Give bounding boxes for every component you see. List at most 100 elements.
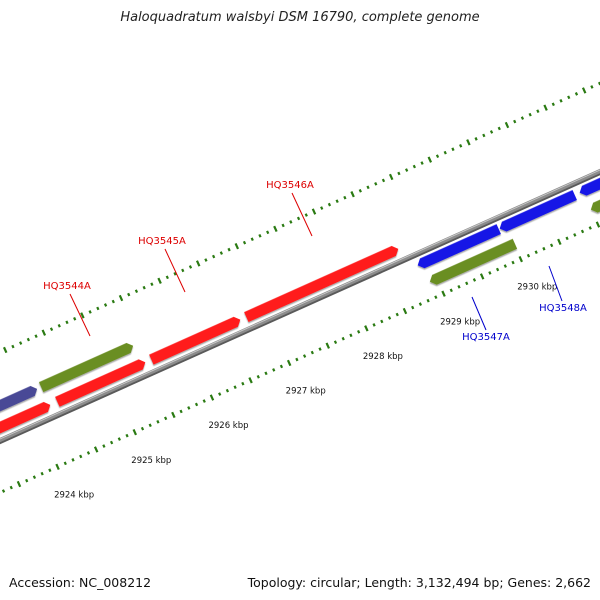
outer-ruler-tick (435, 154, 440, 158)
outer-ruler-tick (397, 171, 401, 176)
outer-ruler-tick (266, 230, 270, 235)
inner-ruler-tick (264, 371, 268, 376)
outer-ruler-tick (513, 119, 517, 124)
outer-ruler-tick (212, 254, 216, 259)
gene-blue-arrow-edge (581, 177, 600, 187)
inner-ruler-tick (402, 307, 408, 315)
outer-ruler-tick (381, 178, 386, 183)
outer-ruler-tick (49, 327, 54, 332)
gene-red-arrow (244, 245, 399, 322)
gene-label: HQ3547A (462, 332, 510, 343)
gene-leader-line (69, 293, 91, 337)
inner-ruler-tick (102, 444, 106, 448)
inner-ruler-tick (488, 271, 492, 275)
inner-ruler-tick (472, 278, 477, 282)
gene-blue-arrow (499, 189, 577, 232)
backbone-line (0, 168, 600, 443)
inner-ruler-tick (93, 446, 99, 453)
inner-ruler-tick (117, 437, 121, 441)
inner-ruler-tick (48, 468, 52, 473)
gene-green-arrow (38, 342, 134, 393)
outer-ruler-tick (350, 191, 355, 198)
outer-ruler-tick (73, 317, 77, 321)
inner-ruler-tick (364, 325, 369, 332)
outer-ruler-tick (528, 112, 532, 117)
outer-ruler-tick (443, 150, 447, 155)
outer-ruler-tick (111, 299, 115, 304)
inner-ruler-tick (179, 409, 183, 414)
outer-ruler-tick (366, 185, 370, 190)
inner-ruler-tick (125, 433, 129, 438)
inner-ruler-tick (32, 475, 37, 479)
outer-ruler-tick (273, 225, 278, 233)
inner-ruler-tick (325, 342, 330, 349)
backbone-shadow (0, 169, 600, 445)
outer-ruler-tick (304, 213, 308, 217)
gene-red-arrow-edge (243, 245, 392, 313)
outer-ruler-tick (88, 310, 92, 314)
scale-label: 2930 kbp (517, 283, 557, 293)
inner-ruler-tick (86, 451, 91, 455)
scale-label: 2929 kbp (440, 317, 480, 327)
gene-green-arrow (590, 199, 600, 213)
inner-ruler-tick (526, 253, 531, 258)
inner-ruler-tick (140, 426, 145, 431)
inner-ruler-tick (279, 364, 284, 369)
gene-green-arrow (429, 238, 518, 285)
inner-ruler-tick (63, 461, 67, 466)
inner-ruler-tick (503, 264, 507, 268)
outer-ruler-tick (590, 85, 594, 89)
outer-ruler-tick (289, 220, 293, 224)
inner-ruler-tick (550, 243, 554, 248)
genome-summary: Topology: circular; Length: 3,132,494 bp… (247, 575, 591, 590)
outer-ruler-tick (520, 116, 525, 120)
outer-ruler-tick (19, 341, 23, 345)
inner-ruler-tick (241, 381, 245, 386)
inner-ruler-tick (441, 290, 446, 297)
inner-ruler-tick (209, 394, 215, 401)
outer-ruler-tick (374, 182, 378, 186)
outer-ruler-tick (96, 306, 100, 311)
inner-ruler-tick (518, 255, 523, 263)
inner-ruler-tick (511, 260, 515, 265)
inner-ruler-tick (534, 250, 538, 255)
backbone-highlight (0, 169, 600, 440)
outer-ruler-tick (420, 161, 424, 165)
gene-leader-line (471, 296, 487, 331)
outer-ruler-tick (157, 277, 162, 284)
outer-ruler-tick (227, 247, 231, 252)
tick-layer (1, 81, 600, 493)
outer-ruler-tick (412, 164, 416, 169)
inner-ruler-tick (573, 233, 577, 237)
inner-ruler-tick (565, 236, 569, 241)
outer-ruler-tick (388, 173, 394, 181)
inner-ruler-tick (411, 305, 415, 310)
gene-red-arrow (149, 316, 241, 365)
inner-ruler-tick (194, 402, 199, 407)
inner-ruler-tick (25, 478, 29, 483)
accession-label: Accession: NC_008212 (9, 575, 152, 590)
inner-ruler-tick (148, 423, 152, 428)
outer-ruler-tick (358, 188, 362, 193)
inner-ruler-tick (588, 226, 592, 230)
outer-ruler-tick (65, 320, 69, 325)
inner-ruler-tick (372, 323, 376, 327)
outer-ruler-tick (551, 102, 555, 107)
inner-ruler-tick (595, 221, 600, 228)
inner-ruler-tick (418, 302, 423, 306)
outer-ruler-tick (204, 258, 208, 262)
map-title: Haloquadratum walsbyi DSM 16790, complet… (120, 10, 480, 25)
outer-ruler-tick (26, 337, 30, 342)
outer-ruler-tick (134, 289, 139, 293)
outer-ruler-tick (242, 240, 247, 245)
outer-ruler-tick (281, 223, 285, 228)
outer-ruler-tick (489, 130, 494, 134)
inner-ruler-tick (272, 368, 276, 372)
outer-ruler-tick (451, 147, 455, 152)
inner-ruler-tick (9, 485, 13, 490)
inner-ruler-tick (156, 419, 160, 424)
scale-label: 2927 kbp (286, 387, 326, 397)
inner-ruler-tick (395, 312, 399, 317)
inner-ruler-tick (295, 357, 299, 362)
